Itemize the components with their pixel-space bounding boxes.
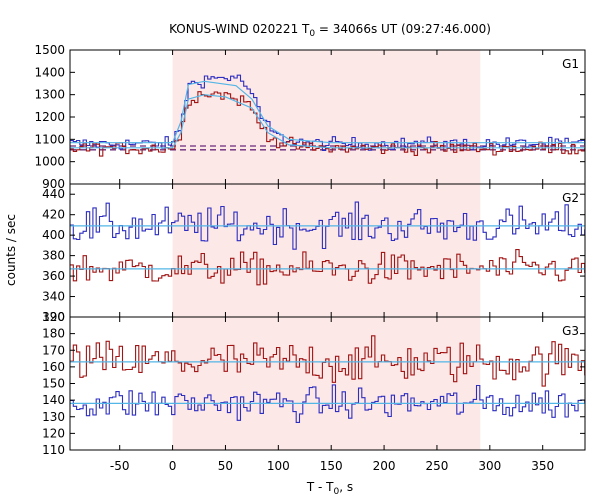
y-tick-label: 180 (42, 327, 65, 341)
y-tick-label: 190 (42, 310, 65, 324)
y-tick-label: 340 (42, 290, 65, 304)
x-axis-label-rest: , s (339, 480, 353, 494)
y-tick-label: 900 (42, 177, 65, 191)
series-blue-lightcurve (70, 384, 585, 423)
y-tick-label: 120 (42, 426, 65, 440)
x-tick-label: 150 (320, 459, 343, 473)
y-tick-label: 110 (42, 443, 65, 457)
y-tick-label: 130 (42, 410, 65, 424)
panels-group: 900100011001200130014001500G132034036038… (34, 43, 586, 473)
x-tick-label: 200 (373, 459, 396, 473)
y-tick-label: 160 (42, 360, 65, 374)
y-tick-label: 360 (42, 269, 65, 283)
chart-title: KONUS-WIND 020221 T0 = 34066s UT (09:27:… (169, 22, 491, 39)
fit-curve (70, 80, 585, 144)
y-tick-label: 380 (42, 249, 65, 263)
x-tick-label: 100 (267, 459, 290, 473)
panel-g1: 900 1000 1100 1200 1300 1400 1500 G1 (34, 43, 586, 191)
chart-title-subscript: 0 (309, 29, 315, 39)
x-tick-label: 50 (218, 459, 233, 473)
x-axis-label-subscript: 0 (334, 487, 340, 497)
panel-plot-area (70, 201, 585, 286)
y-tick-label: 320 (42, 310, 65, 324)
x-tick-label: 250 (425, 459, 448, 473)
x-axis-label: T - T0, s (306, 480, 353, 497)
y-tick-label: 1400 (34, 65, 65, 79)
panel-g3: 110 120 130 140 150 160 170 180 190 G3 (42, 310, 586, 457)
x-tick-label: -50 (110, 459, 130, 473)
y-tick-label: 440 (42, 187, 65, 201)
y-tick-label: 400 (42, 228, 65, 242)
y-tick-label: 170 (42, 343, 65, 357)
y-tick-label: 150 (42, 377, 65, 391)
panel-label: G3 (562, 324, 579, 338)
panel-plot-area (70, 335, 585, 423)
y-tick-label: 420 (42, 208, 65, 222)
series-red-lightcurve (70, 91, 585, 157)
panel-label: G1 (562, 57, 579, 71)
y-axis-label: counts / sec (4, 214, 18, 286)
x-tick-label: 300 (478, 459, 501, 473)
fit-curve (70, 94, 585, 149)
panel-g2: 320 340 360 380 400 420 440 G2 (42, 183, 586, 324)
y-tick-label: 1200 (34, 110, 65, 124)
shaded-interval (172, 50, 481, 450)
y-tick-label: 1100 (34, 132, 65, 146)
y-tick-label: 1500 (34, 43, 65, 57)
y-tick-label: 1300 (34, 88, 65, 102)
y-tick-label: 1000 (34, 155, 65, 169)
panel-plot-area (70, 74, 585, 157)
x-axis-label-main: T - T (306, 480, 334, 494)
y-tick-label: 140 (42, 393, 65, 407)
x-tick-label: 0 (169, 459, 177, 473)
panel-label: G2 (562, 191, 579, 205)
series-red-lightcurve (70, 335, 585, 387)
series-red-lightcurve (70, 249, 585, 286)
chart-title-rest: = 34066s UT (09:27:46.000) (315, 22, 491, 36)
chart-title-main: KONUS-WIND 020221 T (169, 22, 310, 36)
x-tick-label: 350 (531, 459, 554, 473)
